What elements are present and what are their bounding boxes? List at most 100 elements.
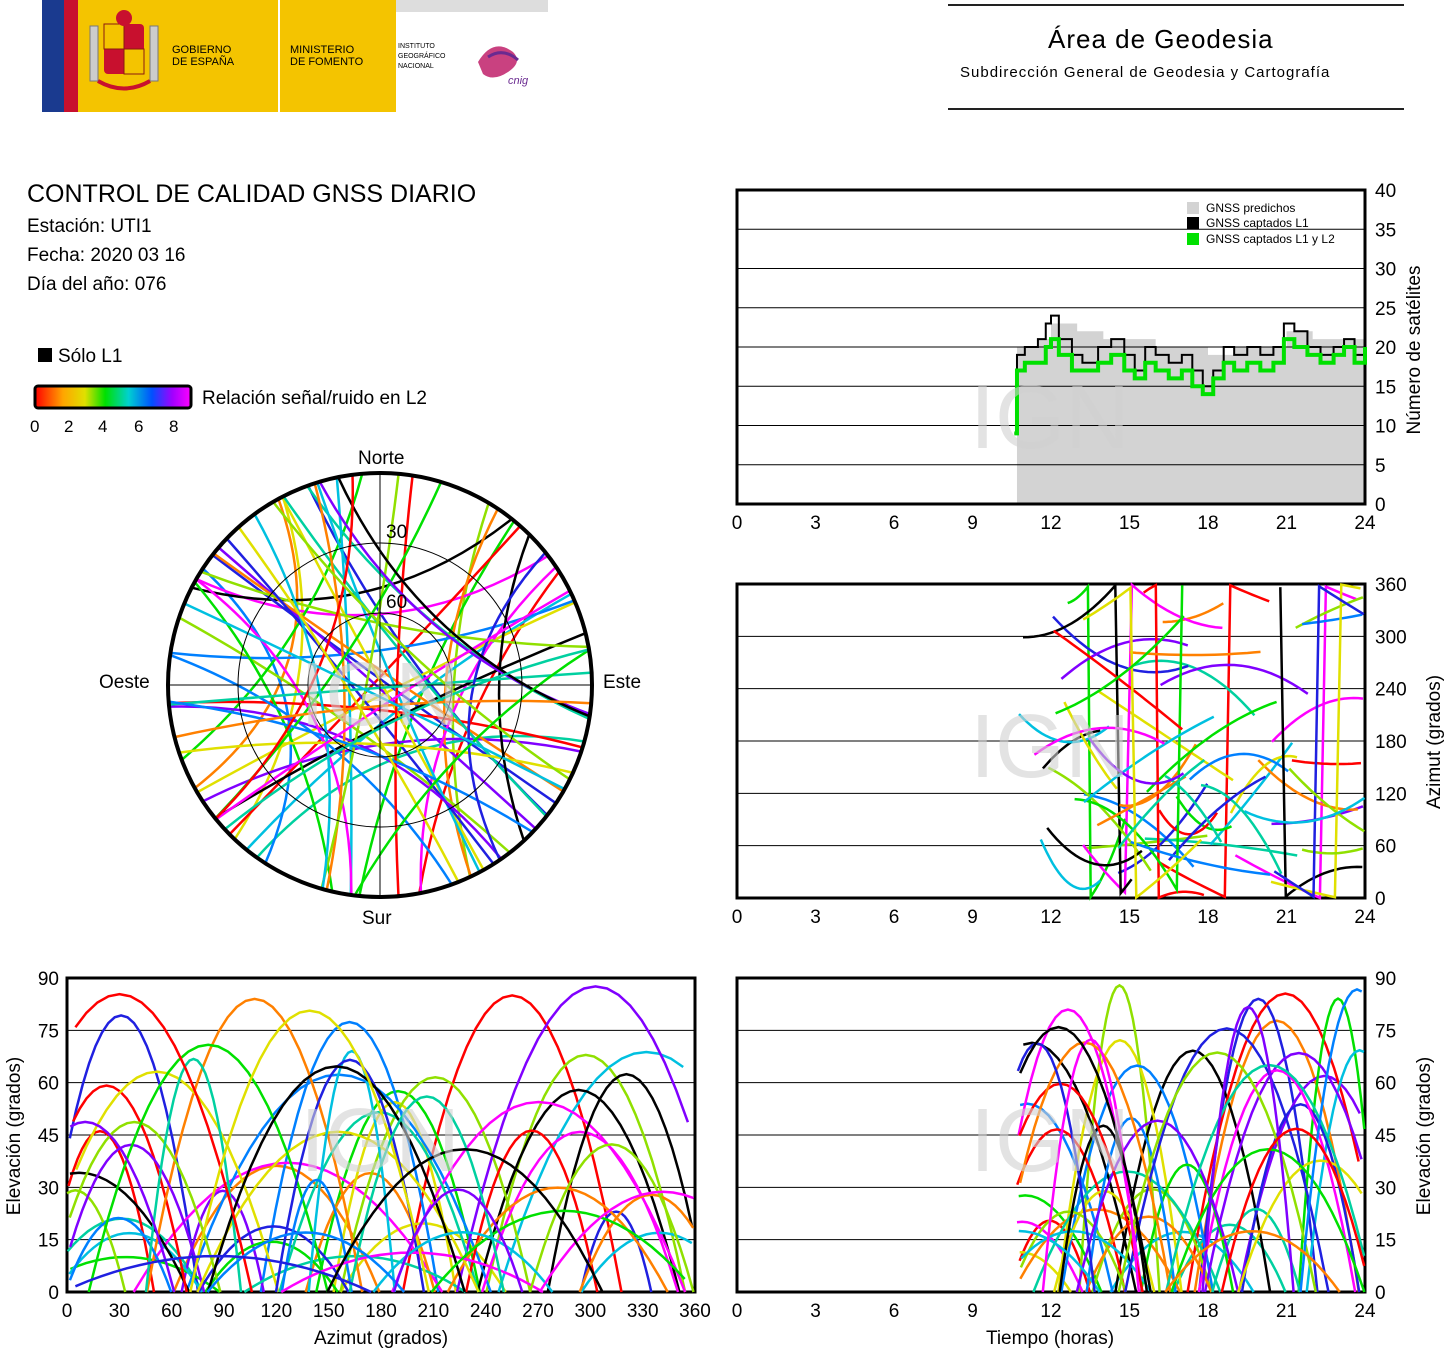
skyplot-horizon: [166, 471, 594, 899]
satellite-track: [1117, 783, 1209, 875]
satellite-track: [183, 602, 566, 791]
satellite-track: [1096, 775, 1187, 827]
satellite-track: [68, 1120, 222, 1293]
satellite-track: [191, 518, 513, 602]
y-tick-label: 45: [38, 1126, 59, 1147]
satellite-track: [326, 1147, 604, 1293]
satellite-track: [1046, 827, 1143, 867]
satellite-track: [200, 570, 589, 649]
satellite-track: [538, 1190, 695, 1293]
area-header: Área de Geodesia Subdirección General de…: [948, 0, 1404, 112]
x-tick-label: 240: [470, 1301, 502, 1322]
snr-label: Relación señal/ruido en L2: [202, 388, 427, 409]
x-tick-label: 9: [967, 1301, 978, 1322]
skyplot: IGN Norte Sur Este Oeste 30 60: [99, 448, 641, 929]
snr-tick: 8: [169, 417, 178, 436]
satellite-track: [66, 1189, 127, 1293]
satellite-track: [1078, 983, 1161, 1293]
satellite-track: [1018, 1194, 1103, 1293]
satellite-track: [1237, 1074, 1361, 1293]
satellite-track: [1175, 795, 1233, 832]
x-tick-label: 30: [109, 1301, 130, 1322]
satellite-track: [233, 496, 304, 840]
date-label: Fecha: 2020 03 16: [27, 245, 186, 266]
x-tick-label: 0: [62, 1301, 73, 1322]
y-tick-label: 60: [1375, 1074, 1396, 1095]
satellite-track: [320, 473, 400, 890]
x-tick-label: 0: [732, 513, 743, 534]
x-tick-label: 21: [1276, 1301, 1297, 1322]
satellite-track: [1033, 726, 1165, 756]
y-tick-label: 15: [1375, 377, 1396, 398]
gobierno-panel: GOBIERNO DE ESPAÑA: [78, 0, 278, 112]
sat-count-plot: 0 5 10 15 20 25 30 35 40 0 3 6 9 12 15 18 21 24: [732, 181, 1396, 534]
satellite-track: [1146, 700, 1278, 793]
x-tick-label: 12: [1040, 907, 1061, 928]
y-tick-label: 60: [38, 1074, 59, 1095]
y-tick-label: 30: [1375, 1178, 1396, 1199]
satellite-track: [1203, 1051, 1363, 1293]
satellite-track: [259, 1020, 440, 1293]
satellite-track: [1082, 582, 1223, 896]
ministerio-line2: DE FOMENTO: [290, 56, 364, 68]
snr-tick: 4: [98, 417, 107, 436]
satellite-track: [68, 1014, 200, 1293]
satellite-track: [337, 476, 591, 718]
satellite-track: [1060, 1064, 1215, 1293]
satellite-track: [1142, 583, 1205, 900]
ign-panel: INSTITUTO GEOGRÁFICO NACIONAL cnig: [396, 12, 548, 112]
x-tick-label: 300: [574, 1301, 606, 1322]
satellite-track: [1305, 1048, 1365, 1293]
satellite-track: [1299, 988, 1363, 1293]
snr-tick: 2: [64, 417, 73, 436]
satellite-track: [372, 1230, 554, 1293]
satellite-track: [1297, 997, 1366, 1293]
satellite-track: [467, 551, 547, 861]
skyplot-south-label: Sur: [362, 908, 392, 929]
satellite-track: [578, 1193, 695, 1293]
satellite-track: [1098, 690, 1234, 782]
x-tick-label: 24: [1354, 907, 1376, 928]
satellite-track: [180, 1189, 266, 1293]
satellite-track: [332, 1100, 458, 1293]
satellite-track: [1301, 613, 1363, 626]
x-tick-label: 18: [1197, 513, 1218, 534]
satellite-track: [497, 534, 531, 842]
satellite-track: [1159, 663, 1309, 695]
x-tick-label: 3: [810, 1301, 821, 1322]
cnig-logo-icon: cnig: [478, 46, 529, 87]
ign-top-bar: [396, 0, 548, 12]
coat-of-arms-icon: [89, 10, 159, 91]
satellite-track: [274, 1058, 426, 1293]
satellite-track: [1018, 1219, 1091, 1293]
satellite-track: [1270, 583, 1361, 899]
y-tick-label: 20: [1375, 338, 1396, 359]
satellite-track: [189, 1009, 431, 1293]
satellite-track: [69, 1143, 206, 1293]
skyplot-east-label: Este: [603, 672, 641, 693]
satellite-track: [1016, 1041, 1096, 1293]
x-tick-label: 12: [1040, 1301, 1061, 1322]
gobierno-line1: GOBIERNO: [172, 44, 232, 56]
satellite-track: [1018, 1082, 1144, 1293]
satellite-track: [228, 525, 522, 836]
y-tick-label: 0: [1375, 1283, 1386, 1304]
satellite-track: [253, 513, 331, 890]
satellite-track: [178, 741, 574, 775]
snr-tick: 6: [134, 417, 143, 436]
satellite-track: [1257, 759, 1358, 811]
satellite-track: [75, 1070, 280, 1293]
x-tick-label: 270: [522, 1301, 554, 1322]
elevation-azimuth-chart: 0 15 30 45 60 75 90 0 30 60 90 120 150 180 210 240 270 30…: [4, 969, 711, 1349]
skyplot-west-label: Oeste: [99, 672, 150, 693]
watermark: IGN: [300, 645, 460, 745]
series-predicted-area: [1016, 323, 1365, 504]
watermark: IGN: [970, 1091, 1130, 1191]
satellite-track: [1057, 1038, 1183, 1293]
x-tick-label: 9: [967, 907, 978, 928]
ministerio-line1: MINISTERIO: [290, 44, 355, 56]
watermark: IGN: [300, 1091, 460, 1191]
plot-frame: [735, 582, 1367, 900]
satellite-track: [1018, 1229, 1101, 1293]
satellite-track: [1301, 847, 1364, 855]
